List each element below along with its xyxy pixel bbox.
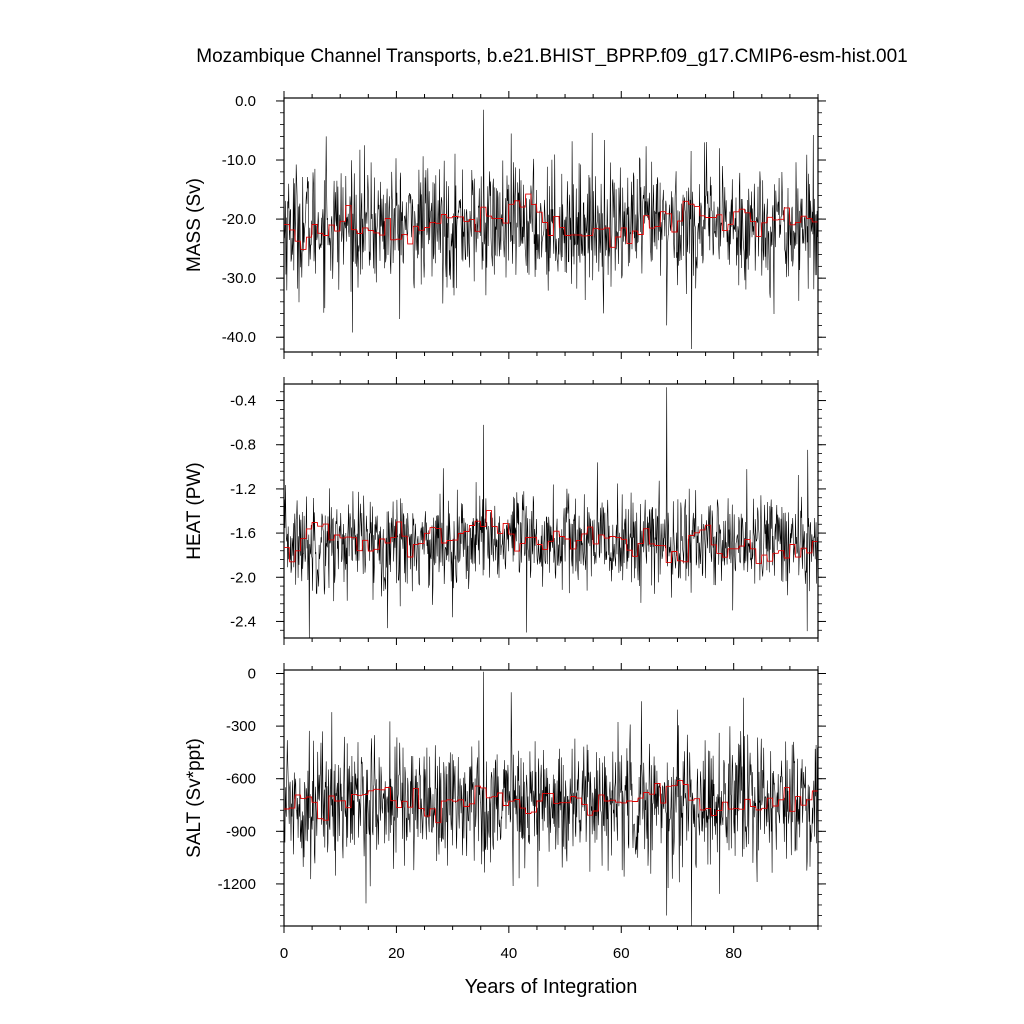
- y-tick-label: 0.0: [235, 93, 256, 110]
- y-tick-label: -40.0: [222, 329, 256, 346]
- y-tick-label: -20.0: [222, 211, 256, 228]
- y-axis-label: SALT (Sv*ppt): [184, 738, 205, 858]
- y-tick-label: -0.8: [230, 437, 256, 454]
- y-tick-label: 0: [248, 666, 256, 683]
- y-tick-label: -1.6: [230, 525, 256, 542]
- chart-title: Mozambique Channel Transports, b.e21.BHI…: [196, 46, 908, 67]
- annual-mean-line: [284, 779, 818, 824]
- x-tick-label: 20: [388, 945, 405, 962]
- x-tick-label: 60: [613, 945, 630, 962]
- y-tick-label: -1200: [218, 876, 256, 893]
- monthly-series-line: [284, 109, 818, 350]
- y-tick-label: -2.4: [230, 613, 256, 630]
- monthly-series-line: [284, 671, 818, 927]
- annual-mean-line: [284, 510, 818, 564]
- y-tick-label: -900: [226, 823, 256, 840]
- annual-mean-line: [284, 193, 818, 250]
- y-tick-label: -1.2: [230, 481, 256, 498]
- panel-1: -0.4 -0.8 -1.2 -1.6 -2.0 -2.4 HEAT (PW): [184, 377, 826, 645]
- y-tick-label: -600: [226, 771, 256, 788]
- panel-0: 0.0 -10.0 -20.0 -30.0 -40.0 MASS (Sv): [184, 91, 826, 359]
- x-tick-label: 80: [725, 945, 742, 962]
- y-tick-label: -0.4: [230, 393, 256, 410]
- x-axis-label: Years of Integration: [464, 976, 638, 998]
- y-tick-label: -30.0: [222, 270, 256, 287]
- panel-2: 0 -300 -600 -900 -1200 SALT (Sv*ppt) 0 20 40 60 80: [184, 663, 826, 962]
- y-tick-label: -2.0: [230, 569, 256, 586]
- y-axis-label: HEAT (PW): [184, 462, 205, 559]
- y-tick-label: -10.0: [222, 152, 256, 169]
- y-tick-label: -300: [226, 718, 256, 735]
- y-axis-label: MASS (Sv): [184, 178, 205, 272]
- x-tick-label: 40: [500, 945, 517, 962]
- x-tick-label: 0: [280, 945, 288, 962]
- monthly-series-line: [284, 387, 818, 639]
